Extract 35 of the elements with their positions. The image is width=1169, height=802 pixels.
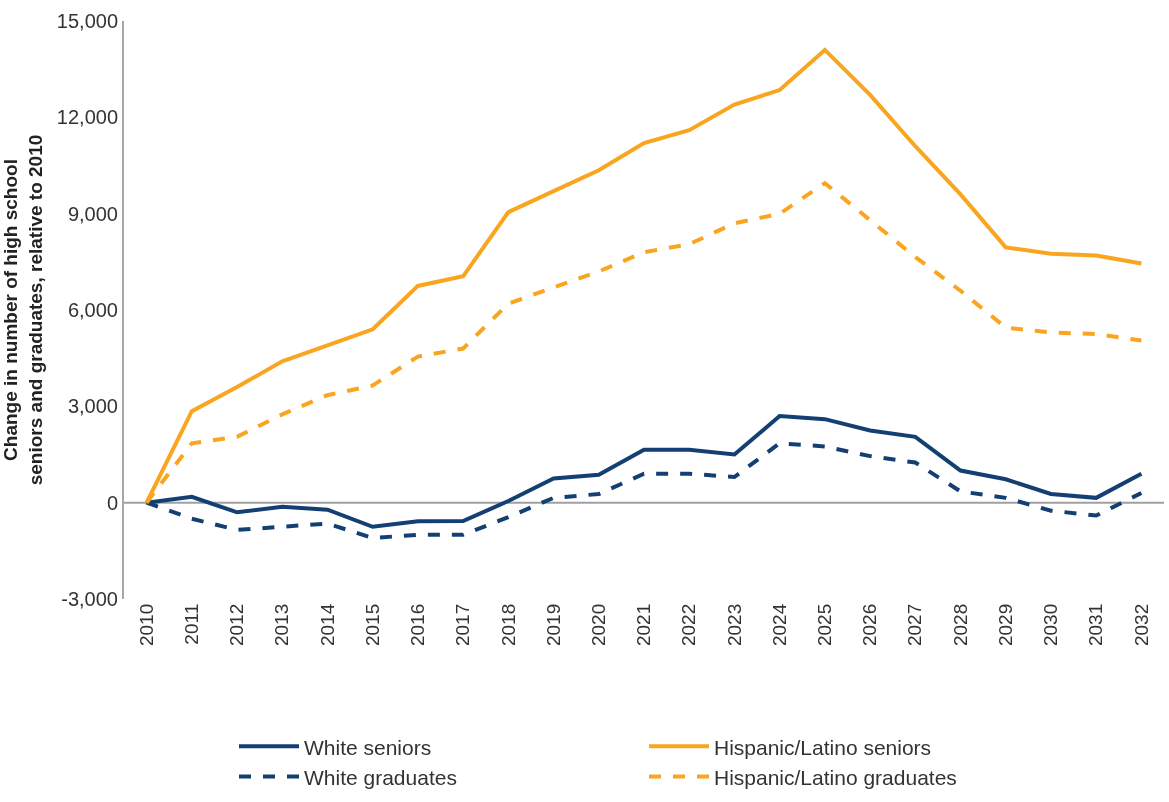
x-tick-label: 2024 bbox=[768, 603, 790, 647]
x-tick-label: 2013 bbox=[271, 603, 293, 647]
x-tick-label: 2014 bbox=[316, 603, 338, 647]
x-tick-label: 2031 bbox=[1085, 603, 1107, 647]
x-tick-label: 2025 bbox=[814, 603, 836, 647]
x-tick-label: 2027 bbox=[904, 603, 926, 647]
x-tick-label: 2032 bbox=[1130, 603, 1152, 647]
x-tick-label: 2012 bbox=[226, 603, 248, 647]
x-tick-label: 2029 bbox=[994, 603, 1016, 647]
x-tick-label: 2016 bbox=[407, 603, 429, 647]
x-tick-label: 2020 bbox=[587, 603, 609, 647]
x-tick-label: 2030 bbox=[1040, 603, 1062, 647]
x-tick-label: 2019 bbox=[542, 603, 564, 647]
y-tick-label: 3,000 bbox=[67, 395, 118, 418]
y-tick-label: -3,000 bbox=[61, 588, 118, 610]
x-tick-label: 2011 bbox=[181, 603, 203, 645]
y-tick-label: 15,000 bbox=[56, 10, 118, 32]
y-axis-title: Change in number of high school seniors and graduates, relative to 2010 bbox=[0, 134, 46, 486]
x-tick-label: 2022 bbox=[678, 603, 700, 647]
y-tick-label: 12,000 bbox=[56, 106, 118, 129]
legend-label: White graduates bbox=[304, 765, 457, 789]
x-tick-label: 2018 bbox=[497, 603, 519, 647]
legend-label: Hispanic/Latino seniors bbox=[714, 735, 932, 759]
y-tick-label: 6,000 bbox=[67, 299, 118, 321]
legend-label: White seniors bbox=[304, 735, 432, 759]
x-tick-label: 2026 bbox=[859, 603, 881, 647]
x-tick-label: 2015 bbox=[361, 603, 383, 647]
x-tick-label: 2021 bbox=[633, 603, 655, 647]
x-tick-label: 2028 bbox=[949, 603, 971, 647]
y-tick-label: 9,000 bbox=[67, 202, 118, 225]
y-tick-label: 0 bbox=[106, 491, 118, 514]
x-tick-label: 2017 bbox=[452, 603, 474, 647]
legend-label: Hispanic/Latino graduates bbox=[714, 765, 957, 789]
x-tick-label: 2023 bbox=[723, 603, 745, 647]
x-tick-label: 2010 bbox=[135, 603, 157, 647]
